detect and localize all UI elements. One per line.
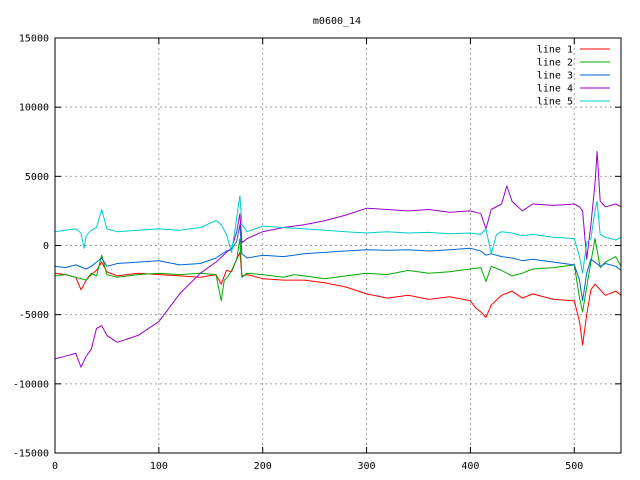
series-line-2 bbox=[54, 238, 622, 313]
x-tick-label: 300 bbox=[358, 461, 376, 472]
x-tick-label: 0 bbox=[52, 461, 58, 472]
series-line-3 bbox=[54, 224, 622, 302]
legend-label: line 1 bbox=[537, 45, 573, 56]
x-tick-label: 400 bbox=[461, 461, 479, 472]
y-axis-ticks: -15000 -10000 -5000 0 5000 10000 15000 bbox=[13, 34, 621, 460]
y-tick-label: 15000 bbox=[19, 34, 49, 45]
series-layer bbox=[54, 150, 622, 368]
x-axis-ticks: 0 100 200 300 400 500 bbox=[52, 38, 583, 472]
legend: line 1 line 2 line 3 line 4 line 5 bbox=[537, 45, 610, 108]
legend-label: line 3 bbox=[537, 71, 573, 82]
chart-title: m0600_14 bbox=[313, 16, 361, 27]
legend-label: line 4 bbox=[537, 84, 573, 95]
y-tick-label: -10000 bbox=[13, 379, 49, 390]
series-line-4 bbox=[54, 150, 622, 368]
series-line-5 bbox=[54, 195, 622, 274]
y-tick-label: 5000 bbox=[25, 172, 49, 183]
x-tick-label: 100 bbox=[150, 461, 168, 472]
x-tick-label: 500 bbox=[565, 461, 583, 472]
y-tick-label: -15000 bbox=[13, 449, 49, 460]
y-tick-label: 0 bbox=[43, 241, 49, 252]
x-tick-label: 200 bbox=[254, 461, 272, 472]
legend-label: line 5 bbox=[537, 97, 573, 108]
legend-label: line 2 bbox=[537, 58, 573, 69]
grid bbox=[55, 38, 621, 453]
y-tick-label: -5000 bbox=[19, 310, 49, 321]
series-line-1 bbox=[54, 251, 622, 346]
y-tick-label: 10000 bbox=[19, 103, 49, 114]
